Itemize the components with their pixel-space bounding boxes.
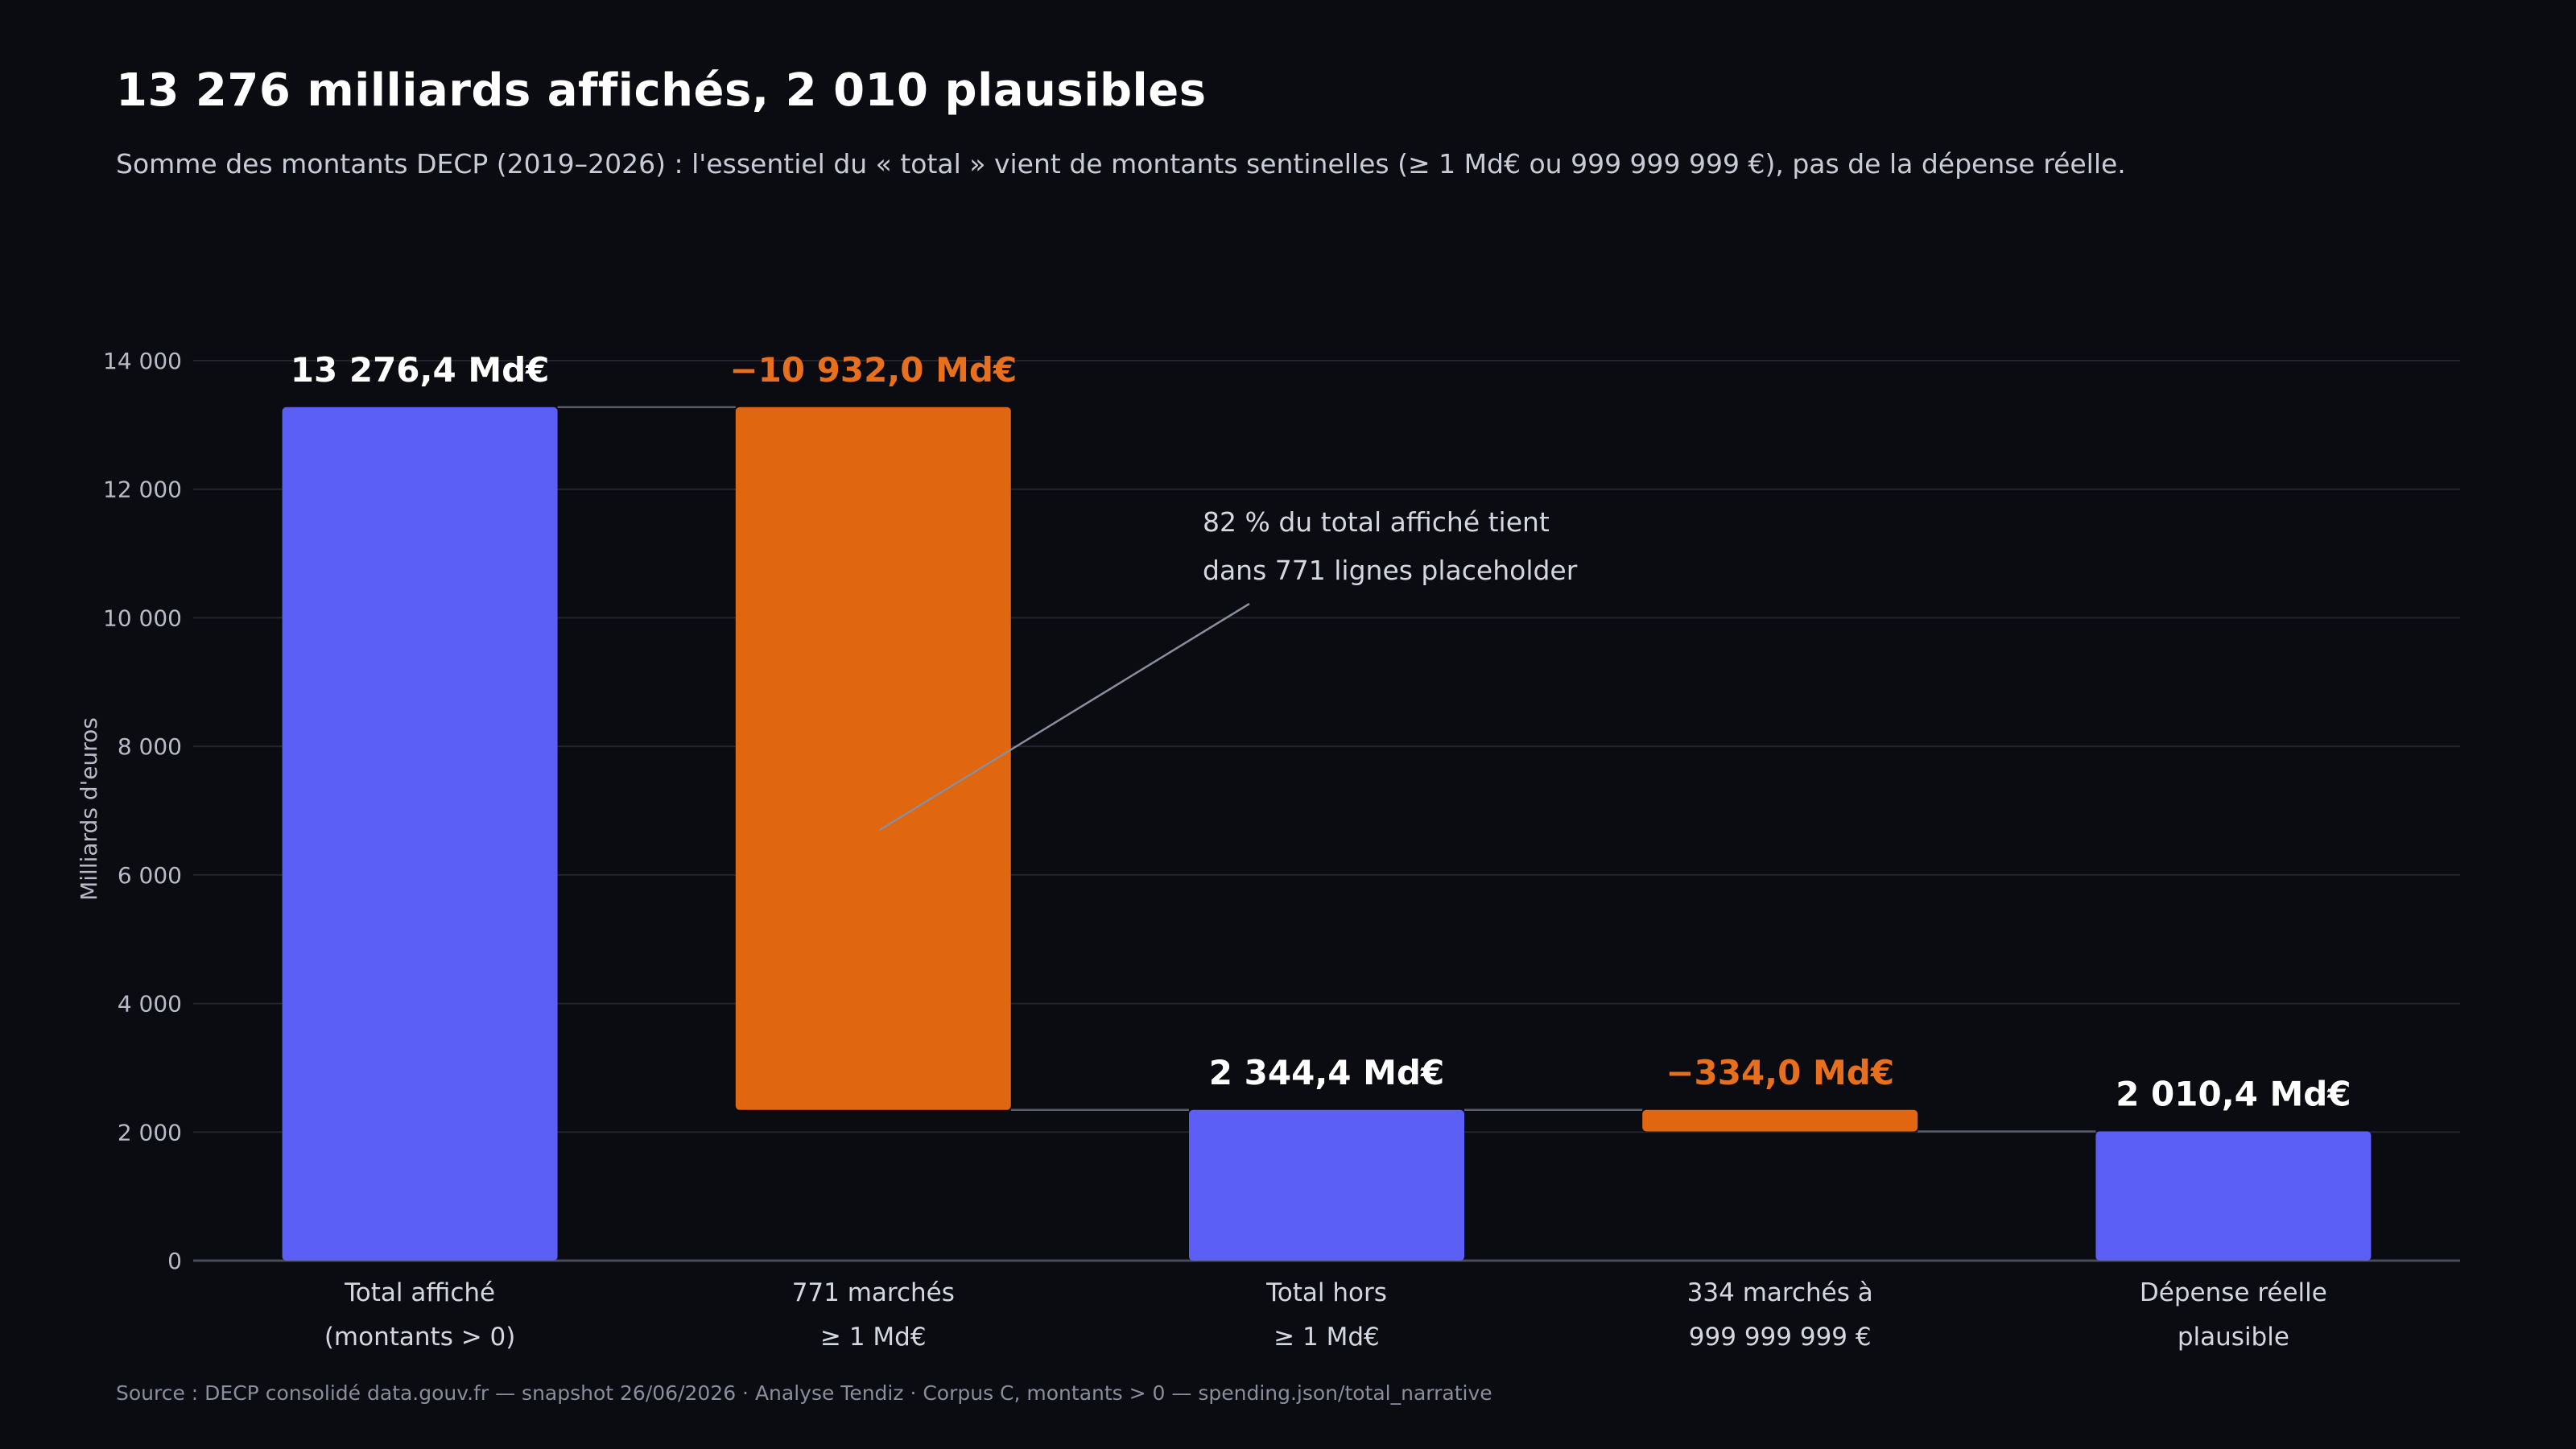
bars xyxy=(282,407,2372,1261)
category-label-4: 334 marchés à xyxy=(1687,1278,1873,1307)
y-axis: 0 2 000 4 000 6 000 8 000 10 000 12 000 14 000 M… xyxy=(76,348,182,1274)
category-label-4: 999 999 999 € xyxy=(1689,1323,1872,1352)
category-label-2: 771 marchés xyxy=(792,1278,955,1307)
annotation: 82 % du total affiché tient dans 771 lign… xyxy=(879,506,1578,832)
y-tick-label: 6 000 xyxy=(118,862,182,889)
y-tick-label: 0 xyxy=(167,1248,182,1274)
category-label-1: (montants > 0) xyxy=(324,1323,516,1352)
y-tick-label: 14 000 xyxy=(103,348,182,374)
data-label-3: 2 344,4 Md€ xyxy=(1209,1053,1444,1092)
y-tick-label: 10 000 xyxy=(103,605,182,631)
bar-3-total xyxy=(1189,1109,1464,1261)
bar-4-decrease xyxy=(1642,1109,1918,1132)
data-label-4: −334,0 Md€ xyxy=(1666,1053,1894,1092)
category-label-1: Total affiché xyxy=(344,1278,495,1307)
data-labels: 13 276,4 Md€ −10 932,0 Md€ 2 344,4 Md€ −334… xyxy=(291,350,2351,1114)
bar-5-total xyxy=(2095,1131,2372,1261)
y-axis-title: Milliards d'euros xyxy=(76,717,102,901)
chart-subtitle: Somme des montants DECP (2019–2026) : l'… xyxy=(116,148,2126,180)
category-label-5: plausible xyxy=(2178,1323,2289,1352)
annotation-leader-line xyxy=(879,602,1250,832)
y-tick-label: 2 000 xyxy=(118,1119,182,1146)
chart-title: 13 276 milliards affichés, 2 010 plausib… xyxy=(116,64,1207,117)
category-label-5: Dépense réelle xyxy=(2140,1278,2327,1307)
bar-2-decrease xyxy=(735,407,1011,1110)
source-note: Source : DECP consolidé data.gouv.fr — s… xyxy=(116,1381,1492,1405)
category-label-2: ≥ 1 Md€ xyxy=(820,1323,927,1352)
x-axis-categories: Total affiché (montants > 0) 771 marchés ≥ … xyxy=(324,1278,2327,1352)
grid-lines xyxy=(193,360,2460,1262)
connectors xyxy=(557,406,2096,1133)
y-tick-label: 4 000 xyxy=(118,991,182,1018)
data-label-1: 13 276,4 Md€ xyxy=(291,350,550,390)
annotation-text: 82 % du total affiché tient xyxy=(1203,506,1550,538)
bar-1-total xyxy=(282,407,558,1261)
data-label-5: 2 010,4 Md€ xyxy=(2116,1074,2351,1113)
y-tick-label: 12 000 xyxy=(103,477,182,503)
data-label-2: −10 932,0 Md€ xyxy=(729,350,1017,390)
category-label-3: Total hors xyxy=(1265,1278,1387,1307)
annotation-text: dans 771 lignes placeholder xyxy=(1203,555,1578,586)
category-label-3: ≥ 1 Md€ xyxy=(1274,1323,1380,1352)
y-tick-label: 8 000 xyxy=(118,733,182,760)
